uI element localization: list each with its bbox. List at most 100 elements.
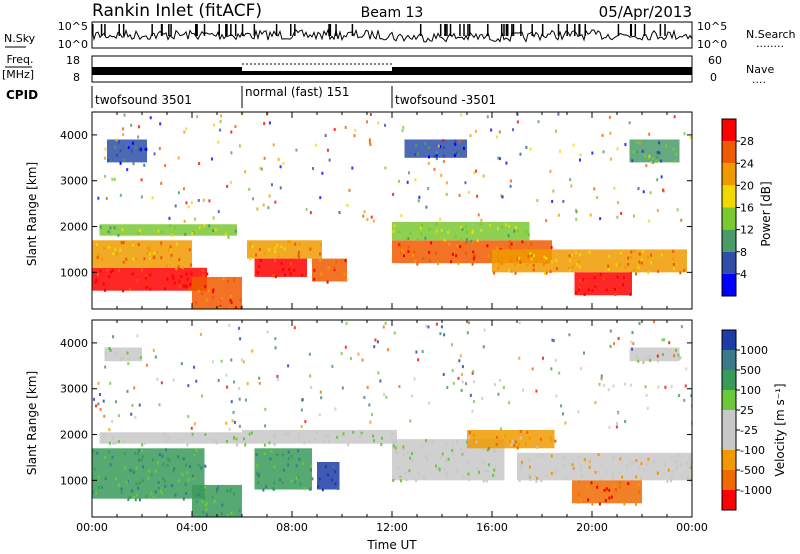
power-speckle: [171, 233, 174, 237]
colorbar-tick-label: 500: [740, 364, 761, 377]
power-scatter: [321, 171, 324, 175]
velocity-speckle: [310, 464, 313, 468]
velocity-speckle: [630, 462, 633, 466]
power-scatter: [309, 211, 312, 215]
velocity-scatter: [345, 321, 348, 325]
velocity-speckle: [529, 477, 532, 481]
velocity-speckle: [324, 434, 327, 438]
power-speckle: [152, 256, 155, 260]
y-tick-label: 2000: [60, 221, 88, 234]
power-scatter: [442, 159, 445, 163]
velocity-speckle: [166, 464, 169, 468]
velocity-speckle: [667, 468, 670, 472]
velocity-speckle: [441, 452, 444, 456]
power-scatter: [656, 178, 659, 182]
power-speckle: [125, 257, 128, 261]
velocity-scatter: [685, 367, 688, 371]
power-speckle: [249, 257, 252, 261]
colorbar-frame: [721, 329, 737, 511]
power-scatter: [274, 200, 277, 204]
velocity-speckle: [108, 450, 111, 454]
power-speckle: [146, 246, 149, 250]
power-scatter: [326, 148, 329, 152]
velocity-speckle: [402, 445, 405, 449]
power-speckle: [555, 267, 558, 271]
velocity-speckle: [109, 348, 112, 352]
velocity-speckle: [670, 456, 673, 460]
power-speckle: [204, 284, 207, 288]
velocity-speckle: [541, 453, 544, 457]
power-speckle: [160, 256, 163, 260]
power-speckle: [525, 229, 528, 233]
velocity-speckle: [226, 439, 229, 443]
power-speckle: [113, 226, 116, 230]
velocity-scatter: [231, 419, 234, 423]
velocity-speckle: [185, 433, 188, 437]
power-speckle: [211, 290, 214, 294]
velocity-speckle: [462, 475, 465, 479]
power-speckle: [679, 271, 682, 275]
power-speckle: [191, 232, 194, 236]
velocity-scatter: [561, 412, 564, 416]
power-scatter: [602, 150, 605, 154]
velocity-speckle: [235, 443, 238, 447]
velocity-scatter: [594, 401, 597, 405]
power-scatter: [234, 125, 237, 129]
power-scatter: [519, 152, 522, 156]
velocity-speckle: [586, 485, 589, 489]
velocity-scatter: [318, 413, 321, 417]
power-speckle: [212, 288, 215, 292]
velocity-speckle: [327, 433, 330, 437]
power-scatter: [217, 210, 220, 214]
velocity-speckle: [185, 491, 188, 495]
velocity-scatter: [564, 421, 567, 425]
power-speckle: [282, 268, 285, 272]
velocity-speckle: [476, 467, 479, 471]
power-speckle: [344, 259, 347, 263]
velocity-scatter: [138, 403, 141, 407]
velocity-speckle: [462, 454, 465, 458]
velocity-speckle: [112, 441, 115, 445]
velocity-speckle: [496, 435, 499, 439]
power-speckle: [121, 228, 124, 232]
velocity-speckle: [360, 431, 363, 435]
velocity-scatter: [377, 371, 380, 375]
velocity-scatter: [550, 367, 553, 371]
velocity-scatter: [518, 356, 521, 360]
power-speckle: [225, 232, 228, 236]
velocity-speckle: [156, 461, 159, 465]
power-speckle: [575, 251, 578, 255]
velocity-speckle: [123, 466, 126, 470]
velocity-speckle: [451, 448, 454, 452]
power-scatter: [575, 208, 578, 212]
velocity-scatter: [577, 410, 580, 414]
power-speckle: [683, 268, 686, 272]
velocity-speckle: [477, 470, 480, 474]
velocity-speckle: [126, 480, 129, 484]
power-scatter: [185, 127, 188, 131]
velocity-scatter: [560, 404, 563, 408]
power-speckle: [319, 243, 322, 247]
colorbar-tick-label: -500: [740, 464, 765, 477]
power-speckle: [672, 262, 675, 266]
velocity-scatter: [225, 421, 228, 425]
velocity-speckle: [140, 458, 143, 462]
noise-left-label: N.Sky: [4, 32, 36, 45]
velocity-speckle: [229, 489, 232, 493]
power-speckle: [435, 222, 438, 226]
power-speckle: [203, 224, 206, 228]
power-speckle: [256, 270, 259, 274]
velocity-speckle: [637, 483, 640, 487]
power-speckle: [637, 265, 640, 269]
power-speckle: [165, 264, 168, 268]
power-speckle: [630, 270, 633, 274]
power-speckle: [636, 150, 639, 154]
power-speckle: [272, 274, 275, 278]
freq-left-tick-high: 18: [66, 54, 80, 67]
power-scatter: [662, 189, 665, 193]
velocity-colorbar: 1000 500 100 25 -25 -100 -500 -1000: [721, 329, 772, 511]
power-speckle: [624, 265, 627, 269]
power-scatter: [202, 198, 205, 202]
power-scatter: [369, 113, 372, 117]
power-speckle: [126, 145, 129, 149]
